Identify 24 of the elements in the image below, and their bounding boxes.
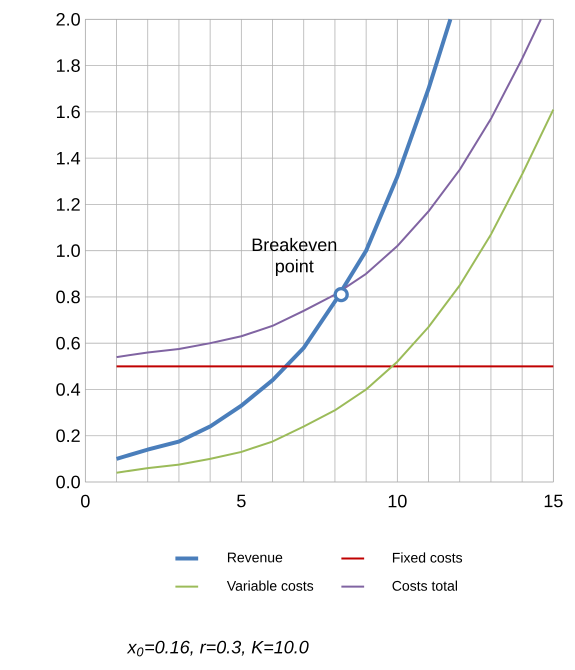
line-series [116, 108, 554, 474]
y-tick-label: 1.2 [56, 198, 80, 211]
legend-label: Revenue [228, 552, 282, 562]
legend-label: Fixed costs [392, 552, 462, 563]
y-tick-label: 0.8 [56, 290, 80, 304]
line-series [114, 17, 452, 461]
legend-label: Variable costs [226, 580, 314, 591]
y-tick-label: 0.2 [56, 429, 80, 442]
annotation: Breakeven point [252, 238, 336, 276]
text: x$_{0}$=0.16, r=0.3, K=10.0 [126, 640, 309, 656]
y-tick-label: 0.6 [56, 336, 80, 350]
y-tick-label: 1.0 [56, 244, 80, 258]
line-series [116, 18, 542, 358]
x-tick-label: 15 [544, 494, 563, 508]
y-tick-label: 2.0 [56, 12, 80, 26]
y-tick-label: 0.0 [56, 476, 80, 488]
x-tick-label: 5 [237, 494, 246, 508]
y-tick-label: 0.4 [56, 383, 80, 396]
y-tick-label: 1.8 [56, 59, 80, 72]
x-tick-label: 10 [388, 494, 407, 508]
y-tick-label: 1.6 [56, 105, 80, 118]
x-tick-label: 0 [81, 494, 90, 508]
legend-label: Costs total [392, 580, 457, 591]
y-tick-label: 1.4 [56, 152, 80, 164]
